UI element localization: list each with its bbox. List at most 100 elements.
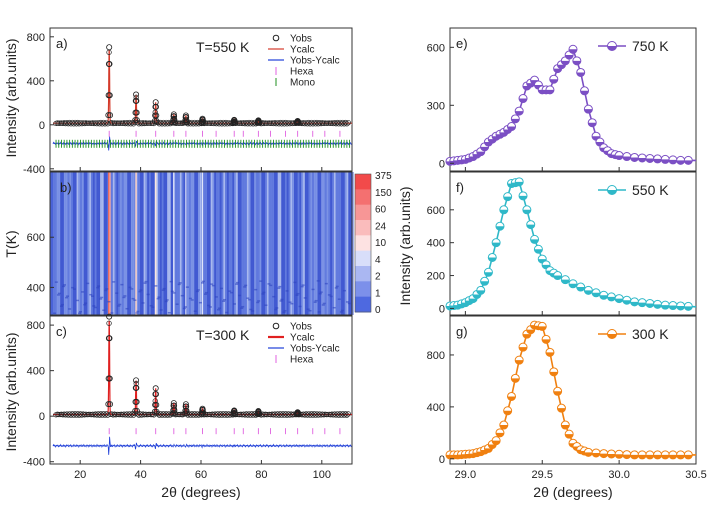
series-point-fill <box>557 64 566 69</box>
heatmap-streak <box>192 172 195 315</box>
heatmap-streak <box>232 172 235 315</box>
heatmap-noise <box>185 286 189 288</box>
yobs-point <box>240 411 247 417</box>
series-point-fill <box>545 352 554 357</box>
heatmap-noise <box>236 281 240 284</box>
yobs-point <box>211 120 217 127</box>
panel-b-ylabel: T(K) <box>3 230 19 257</box>
heatmap-streak <box>252 172 255 315</box>
heatmap-noise <box>211 284 215 287</box>
heatmap-noise <box>102 309 106 311</box>
legend-marker <box>272 322 280 330</box>
x-tick-label: 100 <box>313 469 331 481</box>
heatmap-noise <box>91 295 95 297</box>
series-point-fill <box>576 72 585 77</box>
yobs-point <box>133 377 140 384</box>
series-point-fill <box>549 371 558 376</box>
heatmap-noise <box>92 305 96 307</box>
yobs-point <box>171 119 178 126</box>
heatmap-noise <box>301 284 305 286</box>
yobs-point <box>344 121 350 127</box>
yobs-point <box>133 117 140 124</box>
right-ylabel: Intensity (arb.units) <box>397 186 413 305</box>
heatmap-streak <box>292 172 295 315</box>
yobs-point <box>152 109 158 115</box>
legend-marker-fill <box>607 46 617 51</box>
heatmap-noise <box>195 290 199 293</box>
series-point-fill <box>511 118 520 123</box>
heatmap-noise <box>314 299 318 302</box>
left-ylabel-a: Intensity (arb.units) <box>3 38 19 157</box>
heatmap-streak <box>53 172 55 315</box>
heatmap-noise <box>257 300 261 302</box>
heatmap-noise <box>235 283 239 285</box>
heatmap-streak <box>87 172 90 315</box>
yobs-point <box>79 412 85 418</box>
heatmap-streak <box>85 172 88 315</box>
heatmap-noise <box>112 281 116 283</box>
series-point-fill <box>499 209 508 214</box>
series-point-fill <box>507 126 516 131</box>
heatmap-streak <box>312 172 314 315</box>
x-tick-label: 20 <box>74 469 86 481</box>
heatmap-noise <box>165 299 169 301</box>
heatmap-streak <box>58 172 61 315</box>
heatmap-noise <box>198 301 202 304</box>
yobs-point <box>152 103 159 110</box>
y-tick-label: 800 <box>27 320 45 332</box>
heatmap-noise <box>117 305 121 307</box>
series-point-fill <box>499 425 508 430</box>
heatmap-streak <box>279 172 282 315</box>
heatmap-streak <box>304 172 307 315</box>
yobs-point <box>106 320 112 326</box>
y-tick-label: 600 <box>427 42 445 54</box>
heatmap-peak-line <box>173 172 175 315</box>
legend-label: Ycalc <box>290 333 314 344</box>
heatmap-streak <box>261 172 264 315</box>
heatmap-noise <box>204 291 208 294</box>
series-point-fill <box>530 239 539 244</box>
heatmap-streak <box>332 172 334 315</box>
colorbar-segment <box>355 266 371 282</box>
heatmap-streak <box>315 172 318 315</box>
heatmap-noise <box>293 281 297 284</box>
legend-marker <box>272 34 280 42</box>
yobs-point <box>105 112 112 119</box>
series-point-fill <box>645 454 654 459</box>
heatmap-streak <box>283 172 285 315</box>
difference-line <box>52 436 352 455</box>
heatmap-noise <box>306 308 310 310</box>
colorbar-segment <box>355 204 371 221</box>
y-tick-label: 400 <box>427 238 445 250</box>
heatmap-streak <box>317 172 320 315</box>
yobs-point <box>171 407 178 414</box>
heatmap-noise <box>149 304 153 307</box>
heatmap-streak <box>223 172 226 315</box>
panel-g-legend: 300 K <box>598 326 669 342</box>
heatmap-streak <box>76 172 79 315</box>
yobs-point <box>151 408 158 415</box>
x-tick-label: 40 <box>134 469 146 481</box>
heatmap-streak <box>138 172 140 315</box>
heatmap-noise <box>71 286 75 289</box>
heatmap-noise <box>131 297 135 300</box>
panel-f-label: f) <box>456 180 464 195</box>
heatmap-noise <box>83 303 87 306</box>
heatmap-streak <box>328 172 331 315</box>
series-point-fill <box>522 209 531 214</box>
heatmap-streak <box>136 172 139 315</box>
heatmap-noise <box>115 292 119 294</box>
heatmap-noise <box>110 312 114 314</box>
panel-a-ticks: -400 0 400 800 <box>23 32 323 176</box>
series-point-fill <box>561 279 570 284</box>
series-point-fill <box>622 156 631 161</box>
heatmap-streak <box>270 172 273 315</box>
yobs-point <box>129 411 135 417</box>
heatmap-noise <box>296 292 300 295</box>
heatmap-streak <box>214 172 217 315</box>
y-tick-label: 400 <box>27 76 45 88</box>
heatmap-peak-line <box>109 172 111 315</box>
yobs-point <box>182 401 189 408</box>
